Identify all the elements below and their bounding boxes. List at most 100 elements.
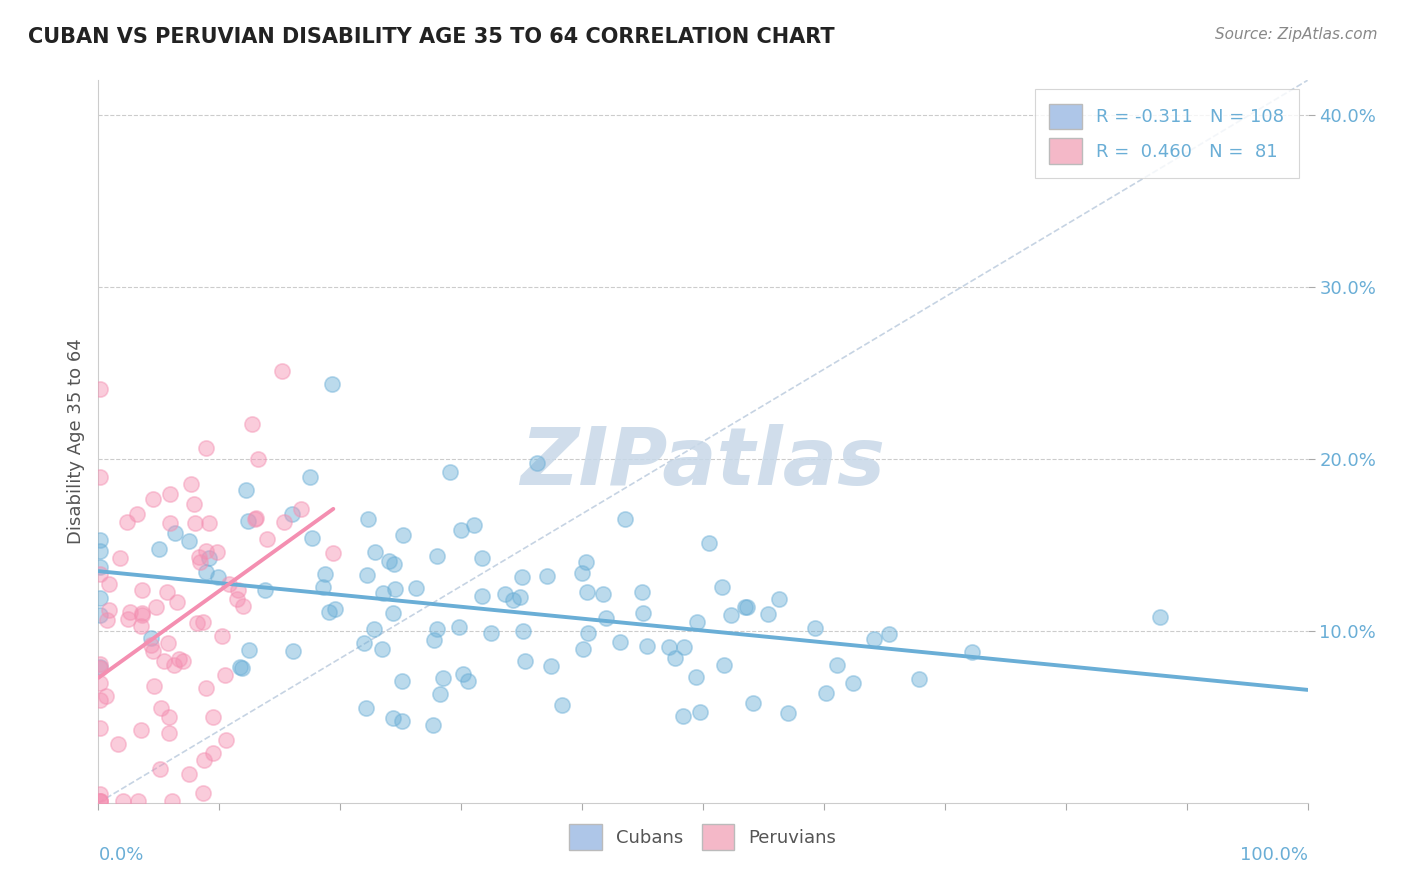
Point (381, 606, 404, 620)
Point (184, 516, 207, 531)
Point (243, 512, 266, 526)
Point (218, 577, 240, 591)
Point (572, 642, 595, 657)
Point (98, 576, 121, 591)
Point (89, 591, 111, 606)
Point (159, 487, 181, 501)
Point (457, 673, 479, 688)
Point (353, 636, 375, 650)
Point (89, 470, 111, 484)
Text: 100.0%: 100.0% (1240, 847, 1308, 864)
Point (768, 591, 790, 606)
Point (776, 706, 799, 720)
Point (432, 671, 454, 685)
Point (471, 550, 494, 565)
Point (198, 516, 221, 530)
Point (273, 515, 295, 529)
Point (107, 737, 129, 751)
Point (112, 794, 135, 808)
Point (129, 723, 152, 738)
Point (664, 650, 686, 665)
Point (240, 417, 263, 431)
Point (194, 543, 217, 558)
Point (685, 670, 707, 684)
Point (153, 654, 176, 668)
Point (592, 587, 614, 601)
Point (290, 502, 312, 516)
Point (908, 672, 931, 686)
Point (214, 668, 236, 682)
Point (636, 639, 658, 653)
Point (631, 584, 654, 599)
Point (89, 794, 111, 808)
Point (595, 610, 617, 624)
Point (391, 673, 413, 688)
Point (118, 605, 141, 619)
Point (156, 585, 179, 599)
Point (172, 654, 194, 668)
Point (165, 525, 187, 540)
Point (226, 582, 249, 597)
Point (89, 567, 111, 582)
Point (96, 613, 118, 627)
Point (89, 657, 111, 671)
Point (536, 569, 558, 583)
Point (298, 470, 321, 484)
Point (509, 591, 531, 605)
Point (183, 497, 205, 511)
Point (363, 623, 385, 637)
Point (314, 567, 336, 582)
Point (89, 794, 111, 808)
Point (157, 709, 180, 723)
Point (301, 531, 323, 545)
Point (193, 615, 215, 629)
Point (201, 746, 224, 760)
Point (157, 726, 180, 740)
Point (193, 753, 215, 767)
Point (672, 640, 695, 655)
Point (825, 657, 848, 672)
Point (551, 698, 574, 712)
Point (471, 589, 494, 603)
Point (188, 549, 211, 564)
Point (149, 700, 172, 714)
Point (734, 599, 756, 614)
Point (271, 364, 294, 378)
Point (131, 607, 153, 622)
Point (658, 640, 681, 654)
Y-axis label: Disability Age 35 to 64: Disability Age 35 to 64 (66, 339, 84, 544)
Point (384, 582, 406, 596)
Point (139, 638, 162, 652)
Point (426, 622, 449, 636)
Point (451, 667, 474, 681)
Point (392, 527, 415, 541)
Point (89, 721, 111, 735)
Point (229, 660, 252, 674)
Point (131, 606, 153, 620)
Point (609, 634, 631, 648)
Point (575, 555, 598, 569)
Point (685, 615, 707, 629)
Point (371, 641, 394, 656)
Point (141, 631, 163, 645)
Point (422, 718, 444, 732)
Point (814, 686, 837, 700)
Point (194, 565, 217, 579)
Point (510, 570, 533, 584)
Point (463, 518, 485, 533)
Point (576, 626, 599, 640)
Point (201, 710, 224, 724)
Point (756, 607, 779, 622)
Point (571, 566, 593, 581)
Point (195, 681, 218, 695)
Point (439, 465, 461, 479)
Point (89, 607, 111, 622)
Point (225, 591, 247, 606)
Point (89, 560, 111, 574)
Point (129, 619, 152, 633)
Point (207, 570, 229, 584)
Point (494, 586, 516, 600)
Point (125, 508, 148, 522)
Point (742, 696, 765, 710)
Point (323, 601, 346, 615)
